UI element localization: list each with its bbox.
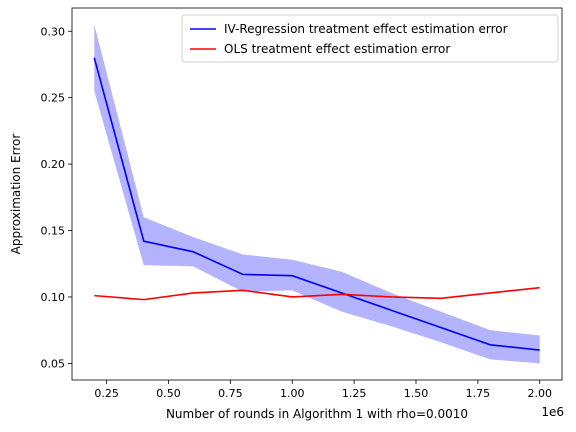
legend-box: [181, 14, 559, 63]
y-tick-label: 0.10: [41, 291, 66, 304]
y-axis-ticks: 0.05 0.10 0.15 0.20 0.25 0.30: [41, 25, 72, 370]
x-tick-label: 2.00: [527, 387, 552, 400]
x-tick-label: 1.75: [466, 387, 491, 400]
x-tick-label: 1.00: [280, 387, 305, 400]
plot-frame: [71, 7, 563, 381]
y-tick-label: 0.20: [41, 158, 66, 171]
series-lines: [93, 57, 540, 351]
x-axis-ticks: 0.25 0.50 0.75 1.00 1.25 1.50 1.75 2.00: [94, 380, 552, 400]
x-tick-label: 1.50: [404, 387, 429, 400]
legend-label-1: OLS treatment effect estimation error: [224, 42, 450, 56]
confidence-bands: [94, 24, 540, 364]
x-tick-label: 0.50: [156, 387, 181, 400]
series-0-band: [94, 24, 540, 364]
y-axis-label: Approximation Error: [9, 134, 23, 255]
x-tick-label: 1.25: [342, 387, 367, 400]
x-tick-label: 0.75: [218, 387, 243, 400]
series-1-line: [94, 286, 540, 301]
y-tick-label: 0.25: [41, 92, 66, 105]
x-axis-label: Number of rounds in Algorithm 1 with rho…: [166, 407, 468, 421]
x-tick-label: 0.25: [94, 387, 119, 400]
series-0-line: [93, 57, 540, 351]
y-tick-label: 0.05: [41, 357, 66, 370]
legend-label-0: IV-Regression treatment effect estimatio…: [224, 22, 508, 36]
y-tick-label: 0.30: [41, 25, 66, 38]
legend: IV-Regression treatment effect estimatio…: [181, 14, 559, 63]
x-axis-offset-label: 1e6: [541, 405, 564, 419]
y-tick-label: 0.15: [41, 225, 66, 238]
